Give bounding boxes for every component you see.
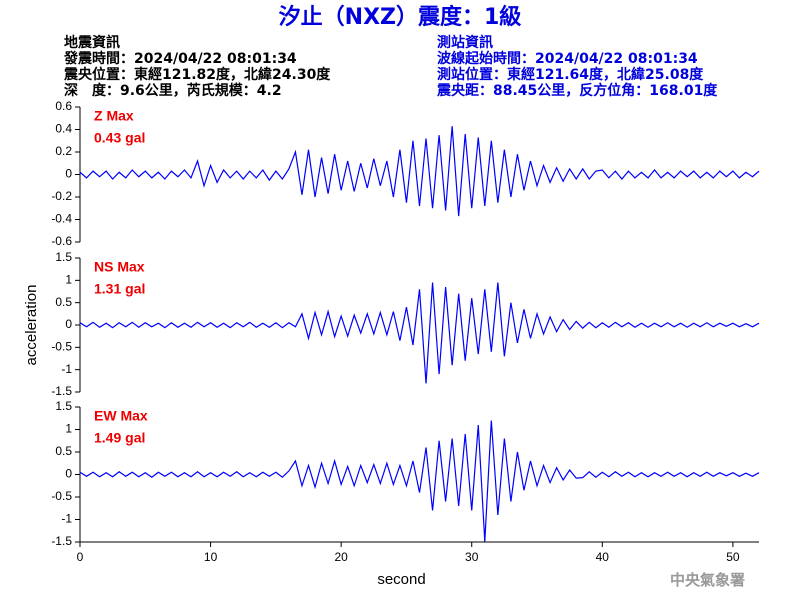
- info-line: 測站資訊: [437, 34, 493, 51]
- max-label: NS Max: [94, 259, 145, 275]
- max-label: EW Max: [94, 408, 148, 424]
- info-line: 發震時間：2024/04/22 08:01:34: [63, 50, 297, 67]
- y-tick-label: 0.5: [55, 444, 72, 458]
- y-tick-label: 0.4: [55, 122, 72, 136]
- y-tick-label: 1: [65, 273, 72, 287]
- info-line: 測站位置：東經121.64度，北緯25.08度: [437, 66, 704, 83]
- y-tick-label: -0.5: [51, 489, 72, 503]
- y-tick-label: 1.5: [55, 250, 72, 264]
- y-tick-label: -0.6: [51, 234, 72, 248]
- y-tick-label: 0.6: [55, 99, 72, 113]
- info-line: 震央距：88.45公里，反方位角：168.01度: [436, 82, 718, 99]
- max-label: 1.31 gal: [94, 281, 145, 297]
- y-tick-label: -0.5: [51, 340, 72, 354]
- y-tick-label: 1: [65, 422, 72, 436]
- title: 汐止（NXZ）震度：1級: [279, 4, 522, 30]
- info-line: 震央位置：東經121.82度，北緯24.30度: [63, 66, 331, 83]
- waveform: [79, 126, 760, 217]
- y-axis-label: acceleration: [23, 285, 40, 366]
- footer: 中央氣象署: [670, 571, 745, 589]
- y-tick-label: -1.5: [51, 384, 72, 398]
- info-line: 深 度：9.6公里，芮氏規模：4.2: [64, 82, 282, 99]
- x-tick-label: 30: [465, 550, 479, 564]
- max-label: 1.49 gal: [94, 430, 145, 446]
- y-tick-label: -0.4: [51, 212, 72, 226]
- y-tick-label: 1.5: [55, 399, 72, 413]
- waveform: [79, 282, 760, 384]
- y-tick-label: 0: [65, 167, 72, 181]
- info-line: 地震資訊: [64, 34, 120, 51]
- x-tick-label: 0: [77, 550, 84, 564]
- info-line: 波線起始時間：2024/04/22 08:01:34: [437, 50, 698, 67]
- y-tick-label: -1: [61, 512, 72, 526]
- x-tick-label: 20: [334, 550, 348, 564]
- waveform: [79, 420, 760, 542]
- x-tick-label: 10: [204, 550, 218, 564]
- x-axis-label: second: [377, 571, 425, 588]
- y-tick-label: 0.2: [55, 144, 72, 158]
- x-tick-label: 50: [726, 550, 740, 564]
- x-tick-label: 40: [596, 550, 610, 564]
- y-tick-label: -1.5: [51, 534, 72, 548]
- y-tick-label: 0: [65, 317, 72, 331]
- y-tick-label: 0.5: [55, 295, 72, 309]
- max-label: Z Max: [94, 108, 134, 124]
- y-tick-label: -0.2: [51, 189, 72, 203]
- max-label: 0.43 gal: [94, 130, 145, 146]
- y-tick-label: 0: [65, 467, 72, 481]
- y-tick-label: -1: [61, 362, 72, 376]
